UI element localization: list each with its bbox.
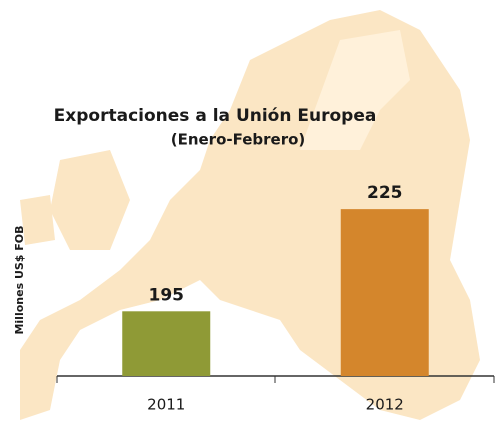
x-tick-label: 2011 — [147, 396, 185, 414]
chart-title: Exportaciones a la Unión Europea — [54, 106, 377, 126]
y-axis-label: Millones US$ FOB — [13, 225, 26, 334]
bar — [122, 311, 211, 376]
chart-subtitle: (Enero-Febrero) — [171, 131, 306, 149]
bar — [340, 209, 429, 376]
x-tick-label: 2012 — [366, 396, 404, 414]
value-label: 225 — [367, 183, 403, 203]
value-label: 195 — [149, 285, 185, 305]
